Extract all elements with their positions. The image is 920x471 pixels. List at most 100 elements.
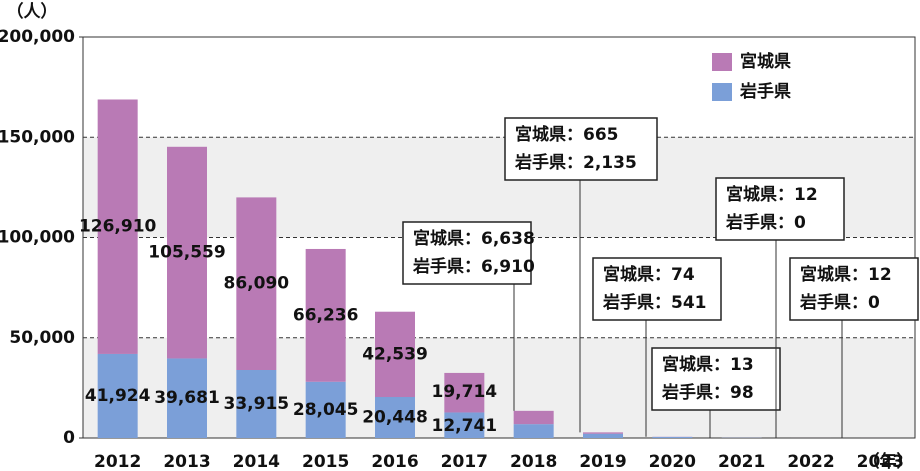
separator: ： <box>851 265 868 285</box>
value-label: 665 <box>583 125 619 145</box>
callout-label: 宮城県：13 <box>662 354 754 375</box>
bar-segment <box>305 248 346 382</box>
value-label: 13 <box>730 355 754 375</box>
separator: ： <box>566 125 583 145</box>
bar-segment <box>375 397 415 438</box>
bar-segment <box>444 412 485 438</box>
value-label: 86,090 <box>224 274 290 294</box>
series-name: 宮城県 <box>800 264 851 285</box>
value-label: 0 <box>868 293 880 313</box>
value-label: 74 <box>671 265 695 285</box>
bar-segment <box>375 311 415 398</box>
separator: ： <box>777 213 794 233</box>
callout-label: 宮城県：12 <box>726 184 818 205</box>
value-label: 42,539 <box>362 344 428 364</box>
callout-label: 岩手県：0 <box>799 292 880 313</box>
x-tick-label: 2014 <box>233 452 280 471</box>
x-tick-label: 2021 <box>718 452 765 471</box>
series-name: 岩手県 <box>661 382 713 403</box>
bar-segment <box>583 433 623 438</box>
bar-segment <box>305 381 346 438</box>
separator: ： <box>464 257 481 277</box>
value-label: 541 <box>671 293 707 313</box>
callout-label: 岩手県：98 <box>661 382 754 403</box>
x-tick-label: 2012 <box>94 452 141 471</box>
bar-segment <box>444 372 485 413</box>
x-tick-label: 2015 <box>302 452 349 471</box>
bar-segment <box>97 353 138 438</box>
legend-label: 宮城県 <box>740 51 791 72</box>
separator: ： <box>464 229 481 249</box>
value-label: 0 <box>794 213 806 233</box>
callout-box <box>651 347 781 411</box>
x-unit: （年） <box>863 451 914 471</box>
separator: ： <box>851 293 868 313</box>
bar-segment <box>97 99 138 354</box>
callout-label: 宮城県：6,638 <box>413 228 535 249</box>
value-label: 126,910 <box>79 217 157 237</box>
value-label: 6,638 <box>481 229 535 249</box>
separator: ： <box>713 355 730 375</box>
series-name: 岩手県 <box>412 256 464 277</box>
callout-box <box>789 257 919 321</box>
value-label: 66,236 <box>293 305 359 325</box>
bar-segment <box>513 424 554 438</box>
separator: ： <box>713 383 730 403</box>
bar-segment <box>236 197 277 371</box>
value-label: 20,448 <box>362 408 428 428</box>
value-label: 28,045 <box>293 400 359 420</box>
series-name: 宮城県 <box>726 184 777 205</box>
value-label: 12 <box>868 265 892 285</box>
callout-label: 岩手県：541 <box>602 292 707 313</box>
callout-label: 宮城県：12 <box>800 264 892 285</box>
bar-segment <box>513 410 554 425</box>
callout-label: 宮城県：74 <box>603 264 695 285</box>
series-name: 宮城県 <box>662 354 713 375</box>
series-name: 岩手県 <box>602 292 654 313</box>
bar-segment <box>583 432 623 434</box>
value-label: 12 <box>794 185 818 205</box>
x-tick-label: 2013 <box>163 452 210 471</box>
y-tick-label: 50,000 <box>9 328 75 348</box>
callout-box <box>402 221 532 285</box>
x-tick-label: 2020 <box>649 452 696 471</box>
value-label: 19,714 <box>432 382 498 402</box>
bar-segment <box>236 370 277 438</box>
x-tick-label: 2019 <box>579 452 626 471</box>
separator: ： <box>777 185 794 205</box>
value-label: 33,915 <box>224 394 290 414</box>
series-name: 岩手県 <box>514 152 566 173</box>
y-tick-label: 150,000 <box>0 127 75 147</box>
value-label: 105,559 <box>148 243 225 263</box>
series-name: 宮城県 <box>515 124 566 145</box>
callout-box <box>504 117 658 181</box>
series-name: 宮城県 <box>603 264 654 285</box>
legend-swatch <box>712 83 732 101</box>
callout-label: 岩手県：2,135 <box>514 152 637 173</box>
x-tick-label: 2018 <box>510 452 557 471</box>
legend-swatch <box>712 53 732 71</box>
x-tick-label: 2022 <box>787 452 834 471</box>
separator: ： <box>654 265 671 285</box>
x-tick-label: 2016 <box>371 452 418 471</box>
x-tick-label: 2017 <box>441 452 488 471</box>
value-label: 41,924 <box>85 386 151 406</box>
callout-label: 岩手県：0 <box>725 212 806 233</box>
y-tick-label: 200,000 <box>0 27 75 47</box>
value-label: 12,741 <box>432 416 498 436</box>
callout-box <box>592 257 722 321</box>
bar-segment <box>167 146 207 359</box>
value-label: 39,681 <box>154 388 220 408</box>
y-tick-label: 0 <box>63 428 75 448</box>
value-label: 98 <box>730 383 754 403</box>
series-name: 岩手県 <box>725 212 777 233</box>
value-label: 6,910 <box>481 257 535 277</box>
y-tick-label: 100,000 <box>0 228 75 248</box>
bar-segment <box>167 358 207 438</box>
callout-label: 岩手県：6,910 <box>412 256 535 277</box>
callout-box <box>715 177 845 241</box>
separator: ： <box>654 293 671 313</box>
separator: ： <box>566 153 583 173</box>
